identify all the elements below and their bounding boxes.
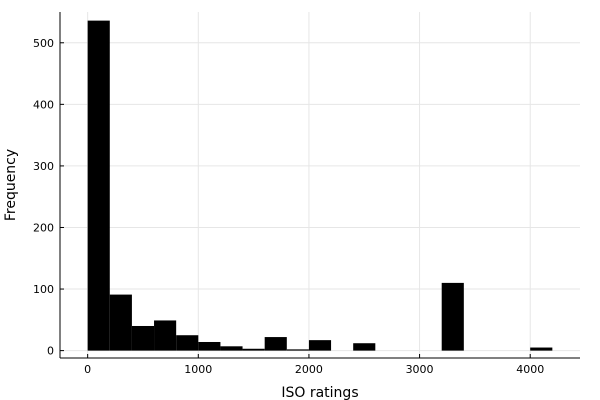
histogram-bar — [308, 340, 332, 351]
axes — [59, 12, 580, 359]
histogram-bar — [441, 282, 464, 351]
histogram-bar — [286, 349, 309, 351]
x-tick-label: 4000 — [516, 363, 544, 376]
y-tick-label: 100 — [33, 283, 54, 296]
histogram-bar — [353, 343, 376, 351]
x-tick-label: 0 — [84, 363, 91, 376]
histogram-bar — [242, 348, 265, 351]
y-axis-ticks: 0 100 200 300 400 500 — [33, 37, 64, 358]
grid-lines — [60, 12, 580, 358]
histogram-bars — [87, 20, 553, 351]
histogram-bar — [220, 346, 243, 351]
histogram-bar — [176, 335, 199, 351]
x-tick-label: 1000 — [184, 363, 212, 376]
y-tick-label: 400 — [33, 98, 54, 111]
x-axis-ticks: 0 1000 2000 3000 4000 — [84, 354, 544, 376]
y-tick-label: 200 — [33, 221, 54, 234]
y-tick-label: 500 — [33, 37, 54, 50]
histogram-bar — [154, 320, 177, 351]
y-tick-label: 0 — [47, 345, 54, 358]
x-tick-label: 2000 — [295, 363, 323, 376]
histogram-bar — [87, 20, 110, 351]
histogram-bar — [109, 294, 132, 351]
histogram-bar — [264, 337, 287, 351]
x-tick-label: 3000 — [406, 363, 434, 376]
y-axis-label: Frequency — [3, 149, 19, 221]
x-axis-label: ISO ratings — [281, 385, 358, 400]
histogram-bar — [131, 325, 155, 351]
y-tick-label: 300 — [33, 160, 54, 173]
histogram-bar — [198, 341, 221, 351]
histogram-bar — [530, 347, 553, 351]
